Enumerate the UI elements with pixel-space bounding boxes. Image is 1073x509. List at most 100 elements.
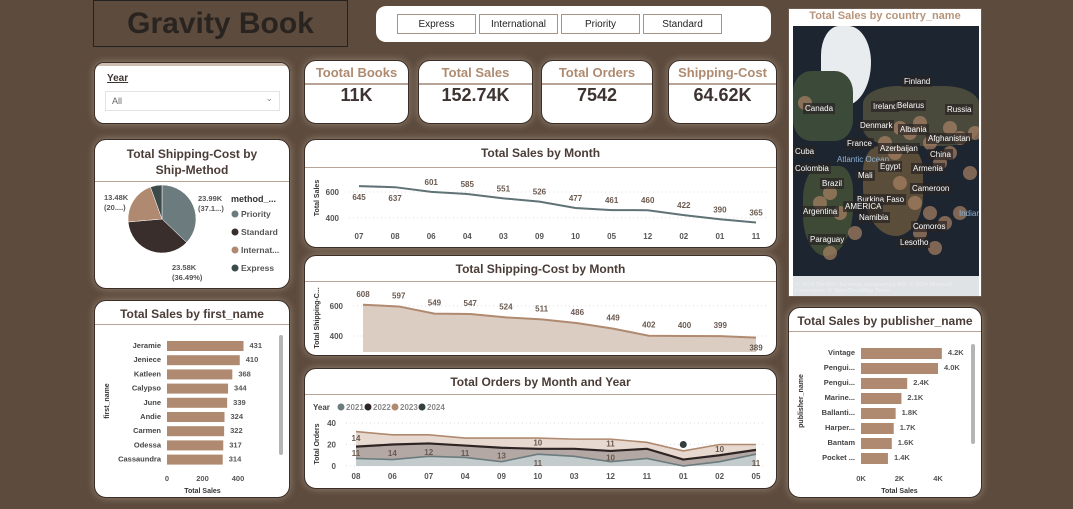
first-name-bar-chart: Jeramie 431 Jeniece 410 Katleen 368 Calypso 344… — [104, 341, 262, 495]
data-label: 11 — [752, 459, 761, 468]
data-label: 422 — [677, 201, 691, 210]
bar-category-label: Odessa — [134, 440, 162, 449]
map-country-label: Mali — [856, 170, 875, 181]
bar-data-label: 410 — [246, 355, 259, 364]
bar — [167, 454, 223, 465]
bar-data-label: 4.2K — [948, 348, 964, 357]
bar-data-label: 344 — [234, 384, 247, 393]
legend-label: 2021 — [346, 403, 364, 412]
map-bubble[interactable] — [908, 196, 922, 210]
bar-category-label: Andie — [140, 412, 161, 421]
legend-marker — [337, 403, 345, 411]
map-bubble[interactable] — [893, 176, 907, 190]
x-tick-label: 03 — [570, 472, 579, 481]
kpi-label: Tootal Books — [315, 65, 398, 80]
bar — [167, 440, 224, 451]
map-country-label: Russia — [945, 104, 974, 115]
y-tick-label: 40 — [327, 419, 336, 428]
bar-data-label: 4.0K — [944, 363, 960, 372]
y-tick-label: 20 — [327, 441, 336, 450]
map-bubble[interactable] — [943, 121, 957, 135]
data-label: 11 — [606, 439, 615, 448]
map-bubble[interactable] — [823, 186, 837, 200]
shipping-area-chart: 400 600 Total Shipping-C... 608 597 549 547 524… — [314, 287, 766, 353]
map-country-label: Cuba — [793, 146, 817, 157]
map-canvas[interactable]: © 2024 TomTom, Earthstar Geographics SIO… — [793, 26, 979, 296]
legend-label: Express — [241, 263, 274, 273]
map-country-label: Canada — [803, 103, 836, 114]
data-label: 10 — [533, 438, 542, 447]
kpi-shipping-cost: Shipping-Cost 64.62K — [668, 60, 777, 124]
slicer-option-standard[interactable]: Standard — [643, 14, 722, 34]
publisher-bar-chart: Vintage 4.2K Pengui... 4.0K Pengui... 2.4K Mar… — [798, 348, 964, 495]
map-bubble[interactable] — [848, 226, 862, 240]
x-tick-label: 12 — [606, 472, 615, 481]
y-axis-title: Total Orders — [314, 423, 321, 464]
year-dropdown-value: All — [112, 96, 123, 106]
map-country-label: Lesotho — [898, 237, 931, 248]
orders-area-chart: 0 20 40 Total Orders 08 06 07 04 09 10 03 12 11 01 02 0… — [313, 403, 766, 481]
map-country-label: France — [845, 138, 874, 149]
map-country-label: Albania — [898, 124, 929, 135]
pie-pct-label: (36.49%) — [172, 273, 203, 282]
data-label: 402 — [642, 321, 656, 330]
x-tick-label: 01 — [679, 472, 688, 481]
scrollbar[interactable] — [279, 335, 283, 455]
data-label: 601 — [425, 178, 439, 187]
bar-data-label: 317 — [229, 440, 242, 449]
pie-data-label: 23.58K — [172, 263, 197, 272]
chart-title: Total Orders by Month and Year — [450, 375, 631, 389]
legend-marker — [231, 228, 239, 236]
bar — [861, 363, 938, 374]
sales-line — [358, 185, 757, 224]
year-dropdown[interactable]: All ⌄ — [105, 91, 280, 111]
data-label: 14 — [388, 449, 397, 458]
pie-chart: Priority Standard Internat... Express method… — [104, 184, 279, 282]
chart-title: Total Sales by publisher_name — [797, 314, 973, 328]
sales-line-chart: 400 600 Total Sales 07 08 06 04 03 09 10 05 12 02 01 1… — [314, 178, 766, 241]
sales-by-publisher-card: Total Sales by publisher_name Vintage 4.2… — [788, 307, 982, 498]
data-label: 400 — [678, 321, 692, 330]
bar-data-label: 1.4K — [894, 453, 910, 462]
map-bubble[interactable] — [923, 206, 937, 220]
legend-marker — [231, 264, 239, 272]
line-2023 — [355, 430, 756, 452]
map-bubble[interactable] — [823, 246, 837, 260]
x-tick-label: 07 — [355, 232, 364, 241]
x-tick-label: 09 — [535, 232, 544, 241]
x-tick-label: 10 — [571, 232, 580, 241]
x-tick-label: 02 — [715, 472, 724, 481]
x-tick-label: 11 — [752, 232, 761, 241]
map-bubble[interactable] — [928, 241, 942, 255]
map-bubble[interactable] — [963, 166, 977, 180]
bar — [861, 438, 892, 449]
map-country-label: Armenia — [911, 163, 945, 174]
chart-title: Total Shipping-Cost by Month — [455, 262, 626, 276]
kpi-value: 11K — [340, 85, 373, 105]
line-2021 — [355, 453, 757, 467]
map-bubble[interactable] — [953, 206, 967, 220]
chart-title: Total Sales by Month — [480, 146, 601, 160]
scrollbar[interactable] — [971, 344, 975, 444]
slicer-option-priority[interactable]: Priority — [561, 14, 640, 34]
pie-data-label: 23.99K — [198, 194, 223, 203]
slicer-option-international[interactable]: International — [479, 14, 558, 34]
map-bubble[interactable] — [968, 126, 979, 140]
data-label: 14 — [352, 434, 361, 443]
slicer-option-express[interactable]: Express — [397, 14, 476, 34]
bar — [861, 408, 896, 419]
bar — [861, 423, 894, 434]
bar-category-label: Vintage — [828, 348, 855, 357]
y-tick-label: 0 — [332, 462, 337, 471]
data-label: 549 — [428, 299, 442, 308]
bar-category-label: Ballanti... — [822, 408, 855, 417]
bar-category-label: Cassaundra — [118, 455, 162, 464]
map-country-label: Burkina Faso — [855, 194, 907, 205]
x-tick-label: 04 — [463, 232, 472, 241]
x-tick-label: 200 — [196, 474, 209, 483]
data-label: 551 — [497, 184, 511, 193]
y-tick-label: 400 — [330, 332, 344, 341]
x-tick-label: 05 — [752, 472, 761, 481]
map-country-label: Argentina — [801, 206, 840, 217]
map-country-label: Comoros — [911, 221, 948, 232]
